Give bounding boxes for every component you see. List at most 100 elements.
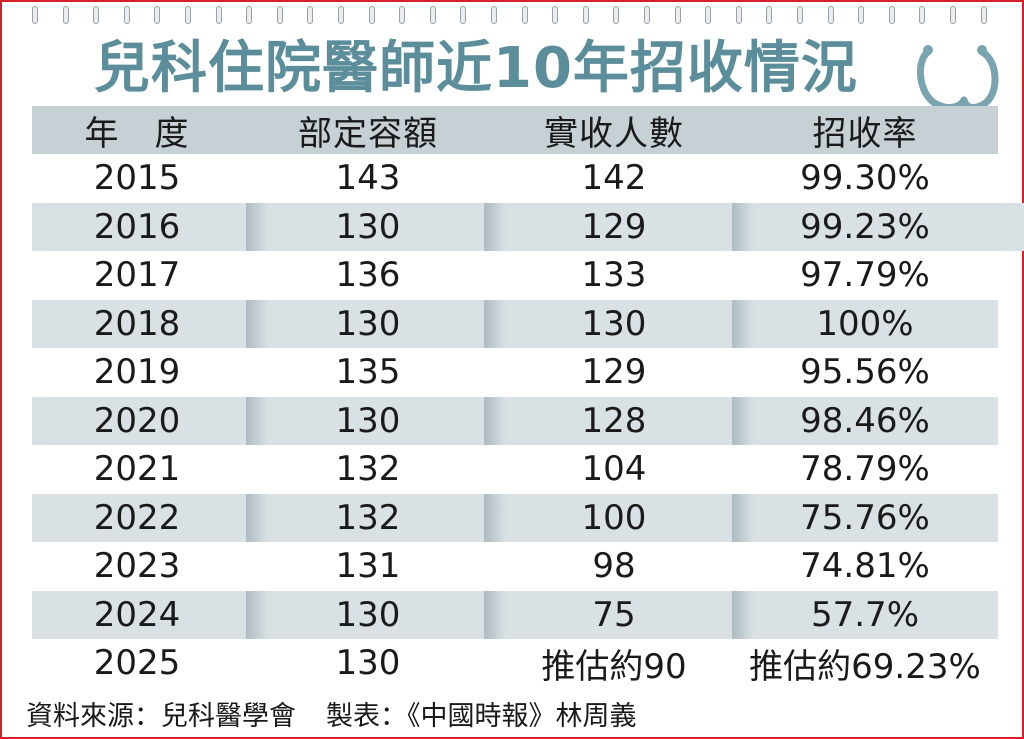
binding-ring xyxy=(491,6,497,24)
cell-recruited: 129 xyxy=(581,352,647,393)
table-row: 2022 132 100 75.76% xyxy=(32,493,998,542)
cell-quota: 130 xyxy=(335,643,401,684)
binding-ring xyxy=(888,6,895,24)
cell-rate: 57.7% xyxy=(732,590,998,639)
binding-ring xyxy=(980,6,987,24)
cell-quota: 136 xyxy=(335,255,401,296)
binding-ring xyxy=(368,6,375,24)
cell-recruited: 142 xyxy=(581,158,647,199)
table-row: 2025 130 推估約90 推估約69.23% xyxy=(32,639,998,688)
cell-recruited: 133 xyxy=(581,255,647,296)
cell-year: 2022 xyxy=(93,497,181,538)
binding-ring xyxy=(552,6,559,24)
cell-quota: 130 xyxy=(246,299,490,348)
binding-ring xyxy=(827,6,834,24)
table-row: 2015 143 142 99.30% xyxy=(32,154,998,203)
binding-ring xyxy=(460,6,467,24)
cell-year: 2016 xyxy=(93,206,181,247)
table-row: 2017 136 133 97.79% xyxy=(32,251,998,300)
cell-year: 2021 xyxy=(93,449,181,490)
cell-recruited: 75 xyxy=(484,590,744,639)
cell-rate: 推估約69.23% xyxy=(749,646,981,687)
cell-recruited: 104 xyxy=(581,449,647,490)
binding-ring xyxy=(521,6,528,24)
recruitment-table: 年 度 部定容額 實收人數 招收率 2015 143 142 99.30% 2016 13… xyxy=(32,106,1024,688)
binding-ring xyxy=(582,6,589,24)
cell-recruited: 128 xyxy=(484,396,744,445)
cell-year: 2023 xyxy=(93,546,181,587)
binding-ring xyxy=(950,6,956,24)
cell-year: 2025 xyxy=(93,643,181,684)
table-row: 2021 132 104 78.79% xyxy=(32,445,998,494)
maker-text: 製表：《中國時報》林周義 xyxy=(326,701,637,732)
header-rate: 招收率 xyxy=(812,113,918,154)
cell-quota: 130 xyxy=(246,590,490,639)
binding-ring xyxy=(185,6,191,24)
table-body: 2015 143 142 99.30% 2016 130 129 99.23% 2017 136 1… xyxy=(32,154,1024,688)
header-quota: 部定容額 xyxy=(298,113,438,154)
cell-quota: 143 xyxy=(335,158,401,199)
header-recruited: 實收人數 xyxy=(544,113,684,154)
binding-ring xyxy=(338,6,344,24)
page-title: 兒科住院醫師近10年招收情況 xyxy=(94,36,858,101)
cell-year: 2017 xyxy=(93,255,181,296)
binding-ring xyxy=(307,6,314,24)
binding-ring xyxy=(644,6,650,24)
cell-rate: 98.46% xyxy=(732,396,998,445)
binding-ring xyxy=(797,6,803,24)
cell-recruited: 129 xyxy=(484,202,744,251)
binding-ring xyxy=(858,6,865,24)
table-row: 2023 131 98 74.81% xyxy=(32,542,998,591)
cell-year: 2018 xyxy=(93,303,181,344)
binding-ring xyxy=(429,6,436,24)
cell-rate: 78.79% xyxy=(800,449,930,490)
table-row: 2024 130 75 57.7% xyxy=(32,590,998,639)
cell-year: 2024 xyxy=(93,594,181,635)
binding-ring xyxy=(674,6,681,24)
binding-ring xyxy=(766,6,773,24)
cell-quota: 130 xyxy=(246,202,490,251)
cell-quota: 130 xyxy=(246,396,490,445)
cell-recruited: 推估約90 xyxy=(541,646,687,687)
binding-ring xyxy=(276,6,283,24)
cell-quota: 131 xyxy=(335,546,401,587)
binding-ring xyxy=(705,6,712,24)
cell-recruited: 98 xyxy=(592,546,636,587)
binding-ring xyxy=(123,6,130,24)
spiral-binding-icon xyxy=(32,6,1002,26)
binding-ring xyxy=(613,6,620,24)
binding-ring xyxy=(32,6,38,24)
cell-quota: 135 xyxy=(335,352,401,393)
cell-quota: 132 xyxy=(335,449,401,490)
cell-rate: 75.76% xyxy=(732,493,998,542)
binding-ring xyxy=(246,6,253,24)
binding-ring xyxy=(62,6,69,24)
table-row: 2019 135 129 95.56% xyxy=(32,348,998,397)
header-year: 年 度 xyxy=(84,113,190,154)
binding-ring xyxy=(93,6,100,24)
table-header-row: 年 度 部定容額 實收人數 招收率 xyxy=(32,106,998,154)
table-row: 2016 130 129 99.23% xyxy=(32,202,1024,251)
cell-rate: 99.30% xyxy=(800,158,930,199)
cell-rate: 97.79% xyxy=(800,255,930,296)
cell-rate: 95.56% xyxy=(800,352,930,393)
binding-ring xyxy=(735,6,742,24)
cell-year: 2020 xyxy=(93,400,181,441)
cell-quota: 132 xyxy=(246,493,490,542)
cell-rate: 99.23% xyxy=(732,202,1024,251)
binding-ring xyxy=(215,6,222,24)
cell-recruited: 100 xyxy=(484,493,744,542)
source-text: 資料來源：兒科醫學會 xyxy=(26,701,296,732)
source-note: 資料來源：兒科醫學會 製表：《中國時報》林周義 xyxy=(26,694,637,733)
cell-recruited: 130 xyxy=(484,299,744,348)
binding-ring xyxy=(154,6,161,24)
cell-year: 2015 xyxy=(93,158,181,199)
cell-rate: 100% xyxy=(732,299,998,348)
table-row: 2018 130 130 100% xyxy=(32,299,998,348)
cell-rate: 74.81% xyxy=(800,546,930,587)
binding-ring xyxy=(919,6,926,24)
table-row: 2020 130 128 98.46% xyxy=(32,396,998,445)
cell-year: 2019 xyxy=(93,352,181,393)
binding-ring xyxy=(399,6,406,24)
